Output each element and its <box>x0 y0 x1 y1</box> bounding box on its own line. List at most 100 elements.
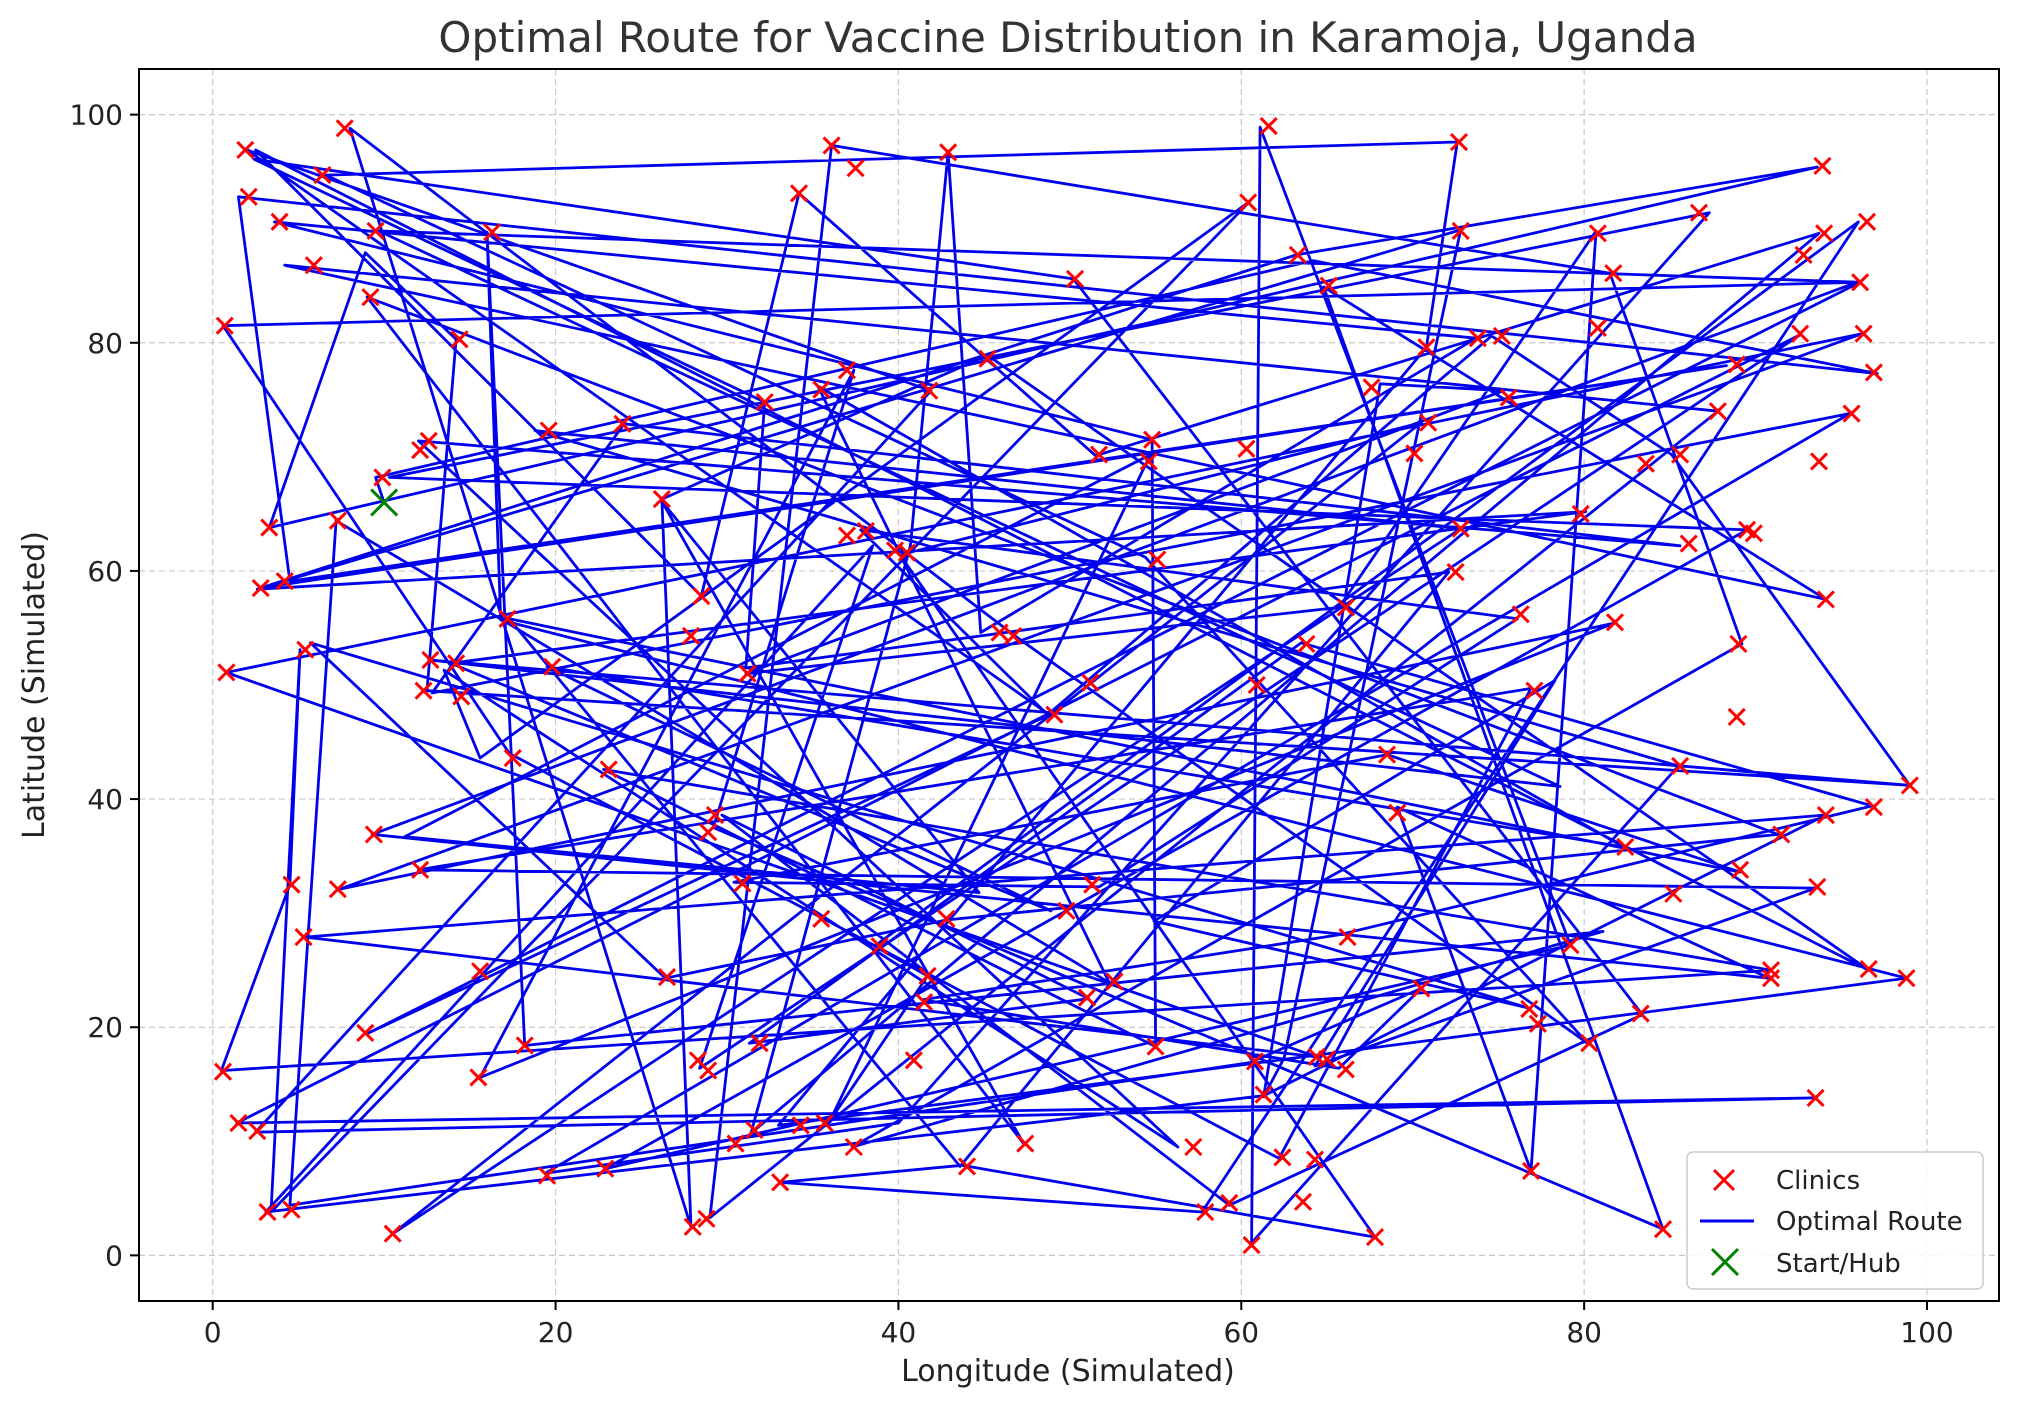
clinic-marker <box>373 468 392 487</box>
clinic-marker <box>812 909 831 928</box>
clinic-marker <box>419 431 438 450</box>
clinic-marker <box>1525 681 1544 700</box>
x-axis-ticks: 0 20 40 60 80 100 <box>204 1301 1954 1349</box>
clinic-marker <box>251 578 270 598</box>
clinic-marker <box>1492 326 1511 345</box>
clinic-marker <box>1388 803 1407 822</box>
clinic-marker <box>304 256 323 275</box>
clinic-marker <box>1089 445 1109 464</box>
clinic-marker <box>1288 245 1307 265</box>
clinic-marker <box>1273 1148 1292 1167</box>
clinic-marker <box>1451 221 1470 241</box>
clinic-marker <box>452 687 471 706</box>
clinic-marker <box>469 1068 488 1087</box>
clinic-marker <box>1247 675 1266 695</box>
legend-route-label: Optimal Route <box>1776 1207 1963 1237</box>
clinic-marker <box>239 187 258 206</box>
clinic-marker <box>1499 388 1518 407</box>
clinic-marker <box>1604 264 1623 283</box>
clinic-marker <box>1900 776 1919 795</box>
clinic-marker <box>313 166 332 185</box>
clinic-marker <box>1083 875 1102 894</box>
clinic-marker <box>1220 1193 1239 1212</box>
legend-clinics-marker <box>1712 1168 1736 1192</box>
clinic-marker <box>1451 519 1470 538</box>
x-tick-label: 40 <box>881 1316 917 1349</box>
clinic-marker <box>1671 445 1690 464</box>
clinic-marker <box>1377 745 1397 764</box>
clinic-marker <box>681 626 701 646</box>
clinic-marker <box>1446 563 1465 582</box>
clinic-marker <box>498 609 517 628</box>
clinic-marker <box>599 760 618 779</box>
clinic-marker <box>1196 1202 1215 1222</box>
clinic-marker <box>990 623 1009 642</box>
clinic-marker <box>1605 613 1625 632</box>
clinic-marker <box>328 880 347 899</box>
clinic-marker <box>1297 634 1316 653</box>
clinic-marker <box>1851 273 1870 292</box>
clinic-marker <box>918 966 937 985</box>
clinic-marker <box>361 288 380 307</box>
clinic-marker <box>1671 756 1690 776</box>
clinic-marker <box>414 681 433 700</box>
legend-box <box>1686 1151 1984 1290</box>
clinic-marker <box>726 1134 745 1153</box>
clinic-marker <box>1016 1134 1035 1153</box>
clinic-marker <box>1468 329 1487 348</box>
clinic-marker <box>1511 605 1530 624</box>
clinic-marker <box>791 1116 810 1135</box>
clinic-marker <box>1336 598 1355 617</box>
clinic-marker <box>539 421 558 440</box>
clinic-marker <box>1412 979 1431 998</box>
clinic-marker <box>755 393 774 412</box>
clinic-marker <box>1580 1034 1599 1053</box>
clinic-marker <box>897 543 917 562</box>
clinic-marker <box>613 414 632 433</box>
x-tick-label: 60 <box>1223 1316 1259 1349</box>
clinic-marker <box>652 489 671 509</box>
legend: Clinics Optimal Route Start/Hub <box>1686 1151 1984 1290</box>
clinic-marker <box>1729 634 1748 653</box>
clinic-marker <box>699 1061 718 1080</box>
clinic-marker <box>1336 1060 1355 1079</box>
y-axis-ticks: 0 20 40 60 80 100 <box>70 99 139 1272</box>
clinic-marker <box>1772 825 1791 844</box>
clinic-marker <box>1588 224 1607 243</box>
legend-hub-marker <box>1710 1247 1740 1277</box>
clinic-marker <box>837 361 857 380</box>
clinic-marker <box>745 1120 764 1139</box>
y-tick-label: 80 <box>87 327 123 360</box>
clinic-marker <box>1571 504 1590 523</box>
clinic-marker <box>750 1034 769 1053</box>
clinic-marker <box>1239 193 1258 212</box>
clinic-marker <box>1065 269 1085 288</box>
clinic-marker <box>1317 1050 1337 1069</box>
clinic-marker <box>543 657 562 676</box>
clinic-marker <box>1365 1228 1385 1247</box>
y-tick-label: 40 <box>87 783 123 816</box>
clinic-marker <box>939 143 958 162</box>
clinic-marker <box>1139 452 1158 471</box>
clinic-marker <box>1319 276 1338 295</box>
clinic-marker <box>1636 454 1655 473</box>
clinic-marker <box>1727 355 1746 374</box>
clinic-marker <box>1809 452 1829 471</box>
clinic-marker <box>537 1166 557 1185</box>
clinic-marker <box>229 1113 248 1133</box>
clinic-marker <box>282 875 301 894</box>
clinic-marker <box>1237 439 1256 458</box>
clinic-marker <box>1653 1220 1673 1239</box>
clinic-marker <box>937 909 956 928</box>
clinic-marker <box>1521 1161 1541 1181</box>
clinic-marker <box>1045 705 1064 724</box>
clinic-marker <box>846 159 865 178</box>
clinic-marker <box>705 805 725 825</box>
clinic-marker <box>447 654 466 673</box>
clinic-marker <box>1362 378 1381 397</box>
clinic-marker <box>1857 212 1877 231</box>
clinic-marker <box>1808 877 1827 896</box>
clinic-marker <box>1245 1052 1265 1071</box>
clinic-marker <box>236 140 255 160</box>
x-tick-label: 0 <box>204 1316 222 1349</box>
